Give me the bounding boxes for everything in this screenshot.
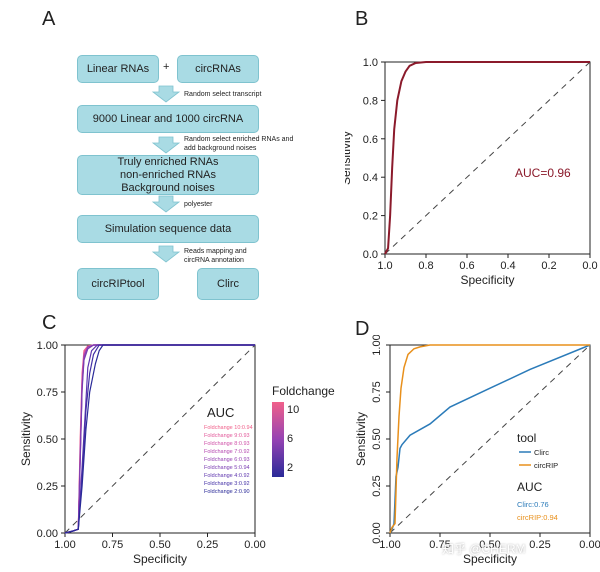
auc-annotation: AUC=0.96 — [515, 166, 571, 180]
panel-label-a: A — [42, 8, 56, 30]
legend-entry: Foldchange 9:0.93 — [204, 433, 250, 439]
y-axis-label: Sensitivity — [354, 412, 368, 466]
colorbar-tick-label: 10 — [287, 404, 299, 416]
x-tick-label: 1.0 — [377, 260, 392, 272]
flowchart-arrows — [151, 85, 181, 263]
diagonal-reference — [64, 344, 256, 534]
chart-c: 1.00 0.75 0.50 0.25 0.00 0.00 0.25 0.50 0.75 1.00… — [19, 340, 335, 566]
roc-curve-circrip — [389, 344, 590, 534]
x-tick-label: 0.8 — [418, 260, 433, 272]
box-circrnas: circRNAs — [177, 55, 259, 83]
note-reads-2: circRNA annotation — [184, 257, 244, 264]
truly-line-1: Truly enriched RNAs — [117, 155, 219, 168]
diagonal-reference — [389, 344, 591, 534]
y-tick-label: 0.50 — [371, 428, 383, 449]
x-axis-label: Specificity — [463, 552, 517, 566]
y-tick-label: 1.00 — [37, 340, 58, 352]
arrow-2 — [151, 136, 181, 154]
box-truly-enriched: Truly enriched RNAs non-enriched RNAs Ba… — [77, 155, 259, 195]
y-tick-label: 0.4 — [363, 172, 378, 184]
x-tick-label: 0.75 — [102, 539, 123, 551]
panel-label-b: B — [355, 8, 369, 30]
x-axis-label: Specificity — [133, 552, 187, 566]
box-clirc: Clirc — [197, 268, 259, 300]
roc-curve-clirc — [389, 344, 591, 534]
truly-line-2: non-enriched RNAs — [120, 168, 216, 181]
y-tick-label: 1.0 — [363, 57, 378, 69]
y-axis-label: Sensitivity — [345, 131, 353, 185]
legend-entry: Clirc — [534, 448, 549, 457]
x-tick-label: 0.25 — [529, 539, 550, 551]
note-reads-1: Reads mapping and — [184, 248, 247, 255]
x-tick-label: 0.00 — [579, 539, 600, 551]
legend-title-tool: tool — [517, 431, 536, 445]
x-tick-label: 0.0 — [582, 260, 597, 272]
y-tick-label: 0.75 — [371, 381, 383, 402]
x-tick-label: 0.75 — [429, 539, 450, 551]
colorbar-title: Foldchange — [272, 384, 335, 398]
y-tick-label: 0.6 — [363, 134, 378, 146]
x-axis-label: Specificity — [460, 273, 514, 287]
y-tick-label: 0.0 — [363, 249, 378, 261]
legend-title-auc: AUC — [207, 405, 234, 420]
box-circriptool: circRIPtool — [77, 268, 159, 300]
plus-sign: + — [163, 61, 170, 73]
y-tick-label: 1.00 — [371, 335, 383, 356]
chart-b: 1.0 0.8 0.6 0.4 0.2 0.0 0.0 0.2 0.4 0.6 0.8 1.0 Spec… — [345, 57, 598, 287]
x-tick-label: 0.6 — [459, 260, 474, 272]
legend-entry: Foldchange 3:0.92 — [204, 481, 250, 487]
colorbar — [272, 402, 284, 477]
y-tick-label: 0.25 — [371, 475, 383, 496]
watermark: 知乎 @CHERM — [442, 542, 526, 556]
roc-curve-foldchange-2-0-90 — [64, 344, 255, 534]
auc-label: Clirc:0.76 — [517, 500, 549, 509]
legend-entry: Foldchange 5:0.94 — [204, 465, 250, 471]
legend-entry: Foldchange 7:0.92 — [204, 449, 250, 455]
x-tick-label: 1.00 — [54, 539, 75, 551]
x-tick-label: 0.50 — [479, 539, 500, 551]
y-axis-label: Sensitivity — [19, 412, 33, 466]
x-tick-label: 1.00 — [379, 539, 400, 551]
note-polyester: polyester — [184, 201, 213, 208]
x-tick-label: 0.50 — [149, 539, 170, 551]
y-tick-label: 0.00 — [371, 522, 383, 543]
legend-entry: circRIP — [534, 461, 558, 470]
note-enriched-1: Random select enriched RNAs and — [184, 136, 294, 143]
arrow-3 — [151, 195, 181, 213]
x-tick-label: 0.2 — [541, 260, 556, 272]
roc-curve-roc — [384, 61, 590, 255]
note-random-select: Random select transcript — [184, 91, 262, 98]
x-tick-label: 0.4 — [500, 260, 515, 272]
panel-label-d: D — [355, 318, 370, 340]
y-tick-label: 0.25 — [37, 481, 58, 493]
y-tick-label: 0.8 — [363, 95, 378, 107]
x-tick-label: 0.00 — [244, 539, 265, 551]
legend-entry: Foldchange 6:0.93 — [204, 457, 250, 463]
truly-line-3: Background noises — [121, 181, 215, 194]
arrow-1 — [151, 85, 181, 103]
auc-label: circRIP:0.94 — [517, 513, 558, 522]
colorbar-tick-label: 2 — [287, 462, 293, 474]
y-tick-label: 0.75 — [37, 387, 58, 399]
arrow-4 — [151, 245, 181, 263]
note-enriched-2: add background noises — [184, 145, 257, 152]
legend-entry: Foldchange 8:0.93 — [204, 441, 250, 447]
panel-label-c: C — [42, 312, 57, 334]
chart-d: 1.00 0.75 0.50 0.25 0.00 0.00 0.25 0.50 0.75 1.00… — [354, 335, 600, 566]
y-tick-label: 0.2 — [363, 211, 378, 223]
y-tick-label: 0.50 — [37, 434, 58, 446]
legend-entry: Foldchange 10:0.94 — [204, 425, 253, 431]
legend-entry: Foldchange 4:0.92 — [204, 473, 250, 479]
box-9000-linear: 9000 Linear and 1000 circRNA — [77, 105, 259, 133]
box-simulation: Simulation sequence data — [77, 215, 259, 243]
y-tick-label: 0.00 — [37, 528, 58, 540]
diagonal-reference — [384, 61, 591, 255]
x-tick-label: 0.25 — [197, 539, 218, 551]
legend-title-auc: AUC — [517, 480, 543, 494]
legend-entry: Foldchange 2:0.90 — [204, 489, 250, 495]
colorbar-tick-label: 6 — [287, 433, 293, 445]
box-linear-rnas: Linear RNAs — [77, 55, 159, 83]
